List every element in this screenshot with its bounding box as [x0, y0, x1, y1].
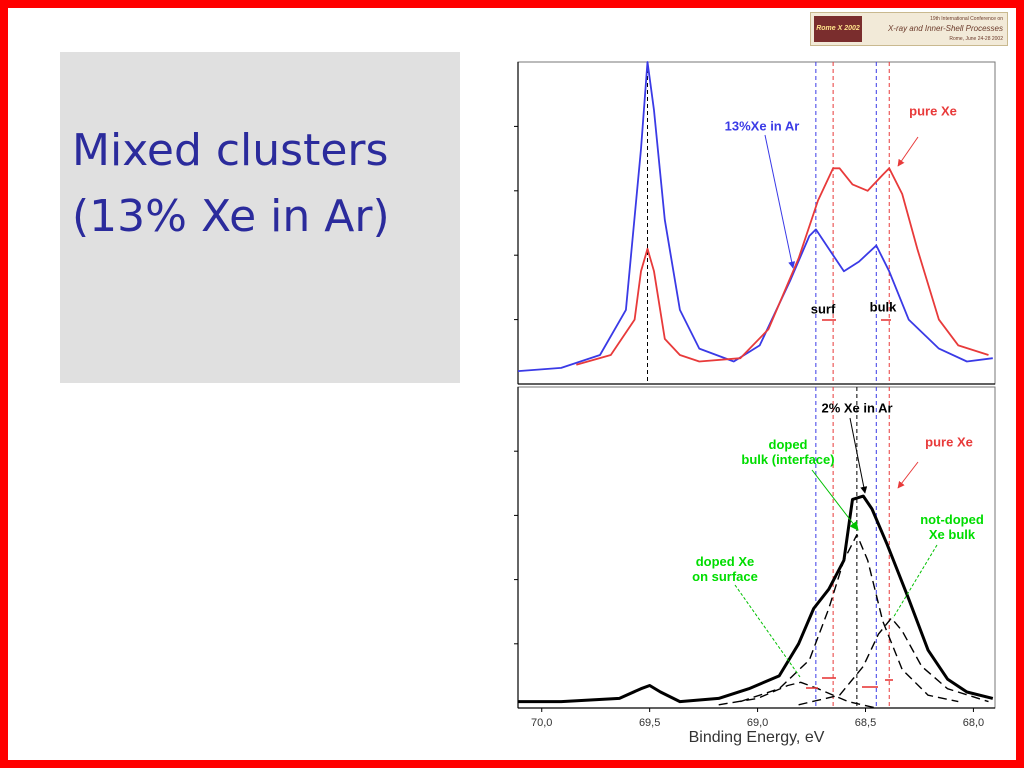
plot-frame — [517, 386, 996, 709]
series-line — [718, 681, 877, 709]
annotation: surf — [810, 301, 836, 317]
x-tick-label: 68,5 — [855, 717, 876, 729]
series-line — [576, 167, 989, 366]
logo-badge: Rome X 2002 — [814, 16, 862, 42]
annotation-arrow — [849, 417, 868, 494]
x-tick-label: 69,5 — [639, 717, 660, 729]
x-tick-label: 70,0 — [531, 717, 552, 729]
series-line — [518, 494, 994, 704]
logo-line: 19th International Conference on — [930, 16, 1003, 22]
annotation-arrow — [734, 584, 801, 678]
conference-logo: Rome X 2002 19th International Conferenc… — [810, 12, 1008, 46]
annotation-arrow — [811, 469, 859, 531]
series-line — [740, 534, 959, 703]
slide-title: Mixed clusters (13% Xe in Ar) — [72, 125, 390, 242]
logo-line: X-ray and Inner-Shell Processes — [887, 24, 1003, 33]
annotation-arrow — [897, 461, 919, 489]
series-label: not-doped Xe bulk — [920, 512, 984, 542]
annotation-arrow — [892, 544, 938, 619]
series-label: 2% Xe in Ar — [821, 400, 893, 416]
series-label: doped Xe on surface — [692, 554, 758, 584]
series-label: 13%Xe in Ar — [724, 118, 800, 134]
x-tick-label: 68,0 — [963, 717, 984, 729]
series-line — [798, 617, 989, 706]
logo-line: Rome, June 24-28 2002 — [949, 36, 1003, 42]
annotation-arrow — [897, 136, 919, 167]
annotation-arrow — [764, 134, 796, 269]
annotation: bulk — [869, 299, 897, 315]
annotation: pure Xe — [925, 434, 973, 450]
title-box: Mixed clusters (13% Xe in Ar) — [60, 52, 460, 383]
series-label: pure Xe — [909, 103, 957, 119]
x-tick-label: 69,0 — [747, 717, 768, 729]
series-label: doped bulk (interface) — [741, 437, 835, 467]
x-axis-label: Binding Energy, eV — [689, 729, 825, 746]
